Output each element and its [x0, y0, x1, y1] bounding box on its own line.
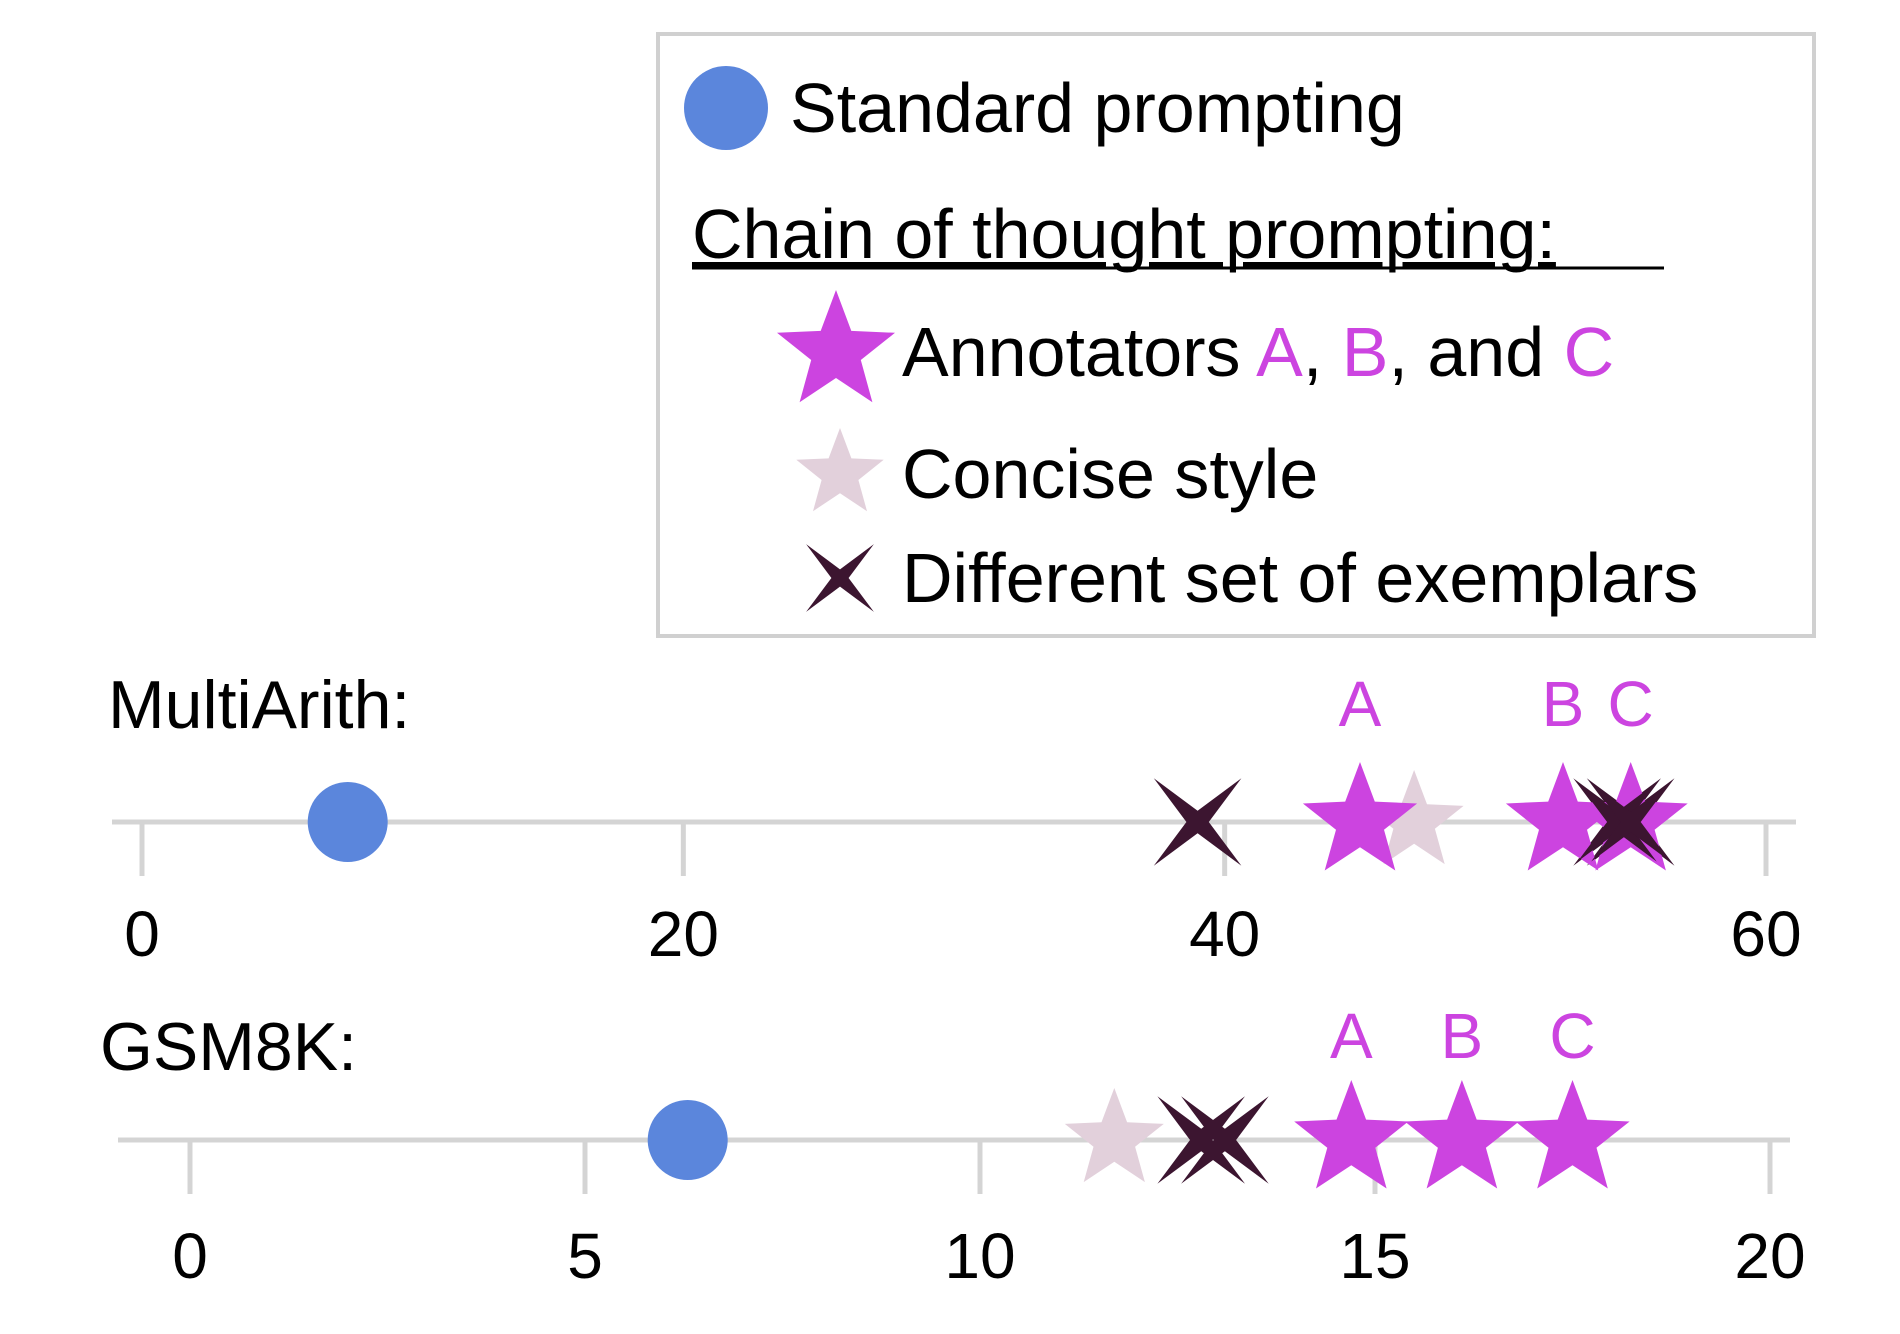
- legend-annotator-a: A: [1256, 313, 1303, 391]
- legend-annotators-sep1: ,: [1303, 313, 1342, 391]
- annotator-a-point: [1294, 1080, 1409, 1189]
- legend-standard-label: Standard prompting: [790, 69, 1405, 147]
- panel-gsm8k: GSM8K: 0 5 10 15 20 A B C: [100, 1000, 1806, 1292]
- annotator-b-label: B: [1542, 668, 1585, 740]
- legend-annotator-c: C: [1564, 313, 1615, 391]
- x-tick-label: 10: [944, 1220, 1015, 1292]
- x-tick-label: 0: [124, 898, 160, 970]
- annotator-a-label: A: [1339, 668, 1382, 740]
- legend-annotators-label: Annotators A, B, and C: [902, 313, 1614, 391]
- annotator-b-point: [1505, 762, 1621, 871]
- standard-prompting-point: [307, 782, 388, 862]
- legend-different-label: Different set of exemplars: [902, 539, 1698, 617]
- x-tick-label: 20: [1734, 1220, 1805, 1292]
- concise-style-point: [1064, 1088, 1164, 1183]
- legend-annotator-star: [777, 290, 895, 403]
- legend-annotators-prefix: Annotators: [902, 313, 1256, 391]
- annotator-a-point: [1302, 762, 1418, 871]
- legend-different-star: [806, 544, 874, 612]
- legend-standard-marker: [684, 66, 768, 150]
- legend-concise-label: Concise style: [902, 435, 1318, 513]
- annotator-c-label: C: [1549, 1000, 1595, 1072]
- annotator-b-label: B: [1441, 1000, 1484, 1072]
- concise-style-point: [1364, 770, 1464, 865]
- panel-title: MultiArith:: [108, 667, 410, 743]
- different-exemplars-point-overlay: [1591, 782, 1671, 862]
- x-tick-label: 0: [172, 1220, 208, 1292]
- x-tick-label: 60: [1730, 898, 1801, 970]
- legend-annotators-sep2: , and: [1388, 313, 1563, 391]
- legend-annotator-b: B: [1342, 313, 1389, 391]
- different-exemplars-point-overlay: [1577, 782, 1657, 862]
- panel-multiarith: MultiArith: 0 20 40 60 A B C: [108, 667, 1802, 970]
- legend-different-marker: [806, 544, 874, 612]
- legend-annotator-marker: [777, 290, 895, 403]
- panel-title: GSM8K:: [100, 1009, 357, 1085]
- different-exemplars-point: [1181, 1096, 1269, 1184]
- x-tick-label: 15: [1339, 1220, 1410, 1292]
- legend-cot-heading: Chain of thought prompting:: [692, 195, 1556, 273]
- x-tick-label: 5: [567, 1220, 603, 1292]
- annotator-b-point: [1404, 1080, 1519, 1189]
- different-exemplars-point: [1153, 778, 1242, 866]
- legend-concise-marker: [796, 428, 884, 512]
- standard-prompting-point: [647, 1100, 728, 1180]
- annotator-a-label: A: [1330, 1000, 1373, 1072]
- x-tick-label: 20: [648, 898, 719, 970]
- x-tick-label: 40: [1189, 898, 1260, 970]
- legend: Standard prompting Chain of thought prom…: [656, 32, 1816, 638]
- different-exemplars-point: [1157, 1096, 1245, 1184]
- annotator-c-point: [1515, 1080, 1630, 1189]
- annotator-c-label: C: [1608, 668, 1654, 740]
- legend-concise-star: [796, 428, 884, 512]
